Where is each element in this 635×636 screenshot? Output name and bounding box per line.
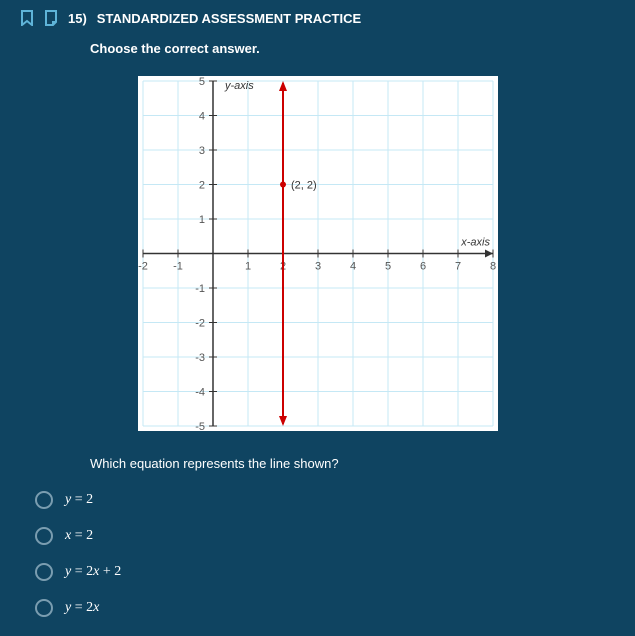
option-label: y = 2x — [65, 600, 99, 616]
option-label: x = 2 — [65, 528, 93, 544]
svg-text:7: 7 — [454, 261, 460, 273]
svg-text:4: 4 — [349, 261, 355, 273]
option-label: y = 2x + 2 — [65, 564, 121, 580]
svg-text:-2: -2 — [138, 261, 148, 273]
radio-icon[interactable] — [35, 491, 53, 509]
option-label: y = 2 — [65, 492, 93, 508]
svg-text:6: 6 — [419, 261, 425, 273]
coordinate-graph: -2-112345678-5-4-3-2-112345x-axisy-axis(… — [138, 76, 498, 431]
svg-text:-1: -1 — [195, 283, 205, 295]
svg-text:y-axis: y-axis — [224, 80, 254, 92]
svg-text:1: 1 — [244, 261, 250, 273]
svg-text:-5: -5 — [195, 421, 205, 431]
svg-text:3: 3 — [314, 261, 320, 273]
graph-container: -2-112345678-5-4-3-2-112345x-axisy-axis(… — [20, 76, 615, 431]
option-0[interactable]: y = 2 — [35, 491, 615, 509]
question-number: 15) — [68, 11, 87, 26]
svg-text:3: 3 — [198, 145, 204, 157]
svg-text:(2, 2): (2, 2) — [291, 180, 317, 192]
note-icon[interactable] — [44, 10, 58, 26]
bookmark-icon[interactable] — [20, 10, 34, 26]
svg-text:1: 1 — [198, 214, 204, 226]
question-header: 15) STANDARDIZED ASSESSMENT PRACTICE — [20, 10, 615, 26]
svg-text:-3: -3 — [195, 352, 205, 364]
svg-text:5: 5 — [198, 76, 204, 88]
question-title: STANDARDIZED ASSESSMENT PRACTICE — [97, 11, 361, 26]
svg-text:5: 5 — [384, 261, 390, 273]
instruction-text: Choose the correct answer. — [90, 41, 615, 56]
radio-icon[interactable] — [35, 563, 53, 581]
svg-text:-4: -4 — [195, 387, 205, 399]
svg-text:-2: -2 — [195, 318, 205, 330]
options-list: y = 2 x = 2 y = 2x + 2 y = 2x — [35, 491, 615, 617]
radio-icon[interactable] — [35, 599, 53, 617]
svg-text:2: 2 — [198, 180, 204, 192]
option-2[interactable]: y = 2x + 2 — [35, 563, 615, 581]
svg-text:x-axis: x-axis — [460, 237, 490, 249]
question-text: Which equation represents the line shown… — [90, 456, 615, 471]
radio-icon[interactable] — [35, 527, 53, 545]
option-1[interactable]: x = 2 — [35, 527, 615, 545]
option-3[interactable]: y = 2x — [35, 599, 615, 617]
svg-text:8: 8 — [489, 261, 495, 273]
svg-text:4: 4 — [198, 111, 204, 123]
svg-text:-1: -1 — [173, 261, 183, 273]
